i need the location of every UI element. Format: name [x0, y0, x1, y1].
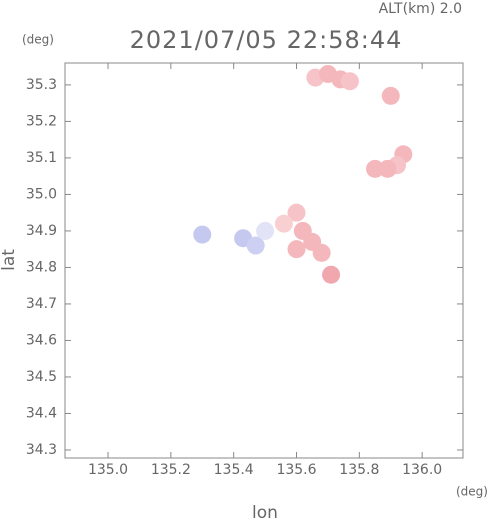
echo-point — [381, 86, 400, 105]
echo-point — [378, 159, 397, 178]
y-tick-label: 34.4 — [26, 405, 57, 421]
y-tick-label: 35.2 — [26, 113, 57, 129]
x-tick-label: 136.0 — [402, 462, 442, 478]
y-tick-label: 34.6 — [26, 332, 57, 348]
chart-title: 2021/07/05 22:58:44 — [130, 26, 403, 54]
echo-point — [340, 72, 359, 91]
echo-point — [193, 225, 212, 244]
echo-point — [322, 265, 341, 284]
echo-point — [287, 240, 306, 259]
x-tick-label: 135.2 — [151, 462, 191, 478]
x-axis-label: lon — [252, 503, 278, 521]
y-tick-label: 34.8 — [26, 259, 57, 275]
echo-point — [274, 214, 293, 233]
echo-point — [366, 159, 385, 178]
chart-subtitle: ALT(km) 2.0 — [379, 1, 462, 17]
y-tick-label: 34.5 — [26, 369, 57, 385]
x-tick-label: 135.8 — [339, 462, 379, 478]
echo-point — [312, 243, 331, 262]
y-tick-label: 35.1 — [26, 150, 57, 166]
y-tick-label: 34.3 — [26, 442, 57, 458]
echo-point — [287, 203, 306, 222]
y-tick-label: 35.0 — [26, 186, 57, 202]
y-tick-label: 34.9 — [26, 223, 57, 239]
echo-point — [256, 221, 275, 240]
y-tick-label: 34.7 — [26, 296, 57, 312]
echo-point — [246, 236, 265, 255]
x-unit: (deg) — [456, 485, 488, 499]
plot-frame — [64, 62, 464, 459]
y-unit: (deg) — [22, 33, 54, 47]
y-tick-label: 35.3 — [26, 77, 57, 93]
x-tick-label: 135.6 — [276, 462, 316, 478]
x-tick-label: 135.0 — [88, 462, 128, 478]
y-axis-label: lat — [0, 249, 19, 271]
x-tick-label: 135.4 — [214, 462, 254, 478]
